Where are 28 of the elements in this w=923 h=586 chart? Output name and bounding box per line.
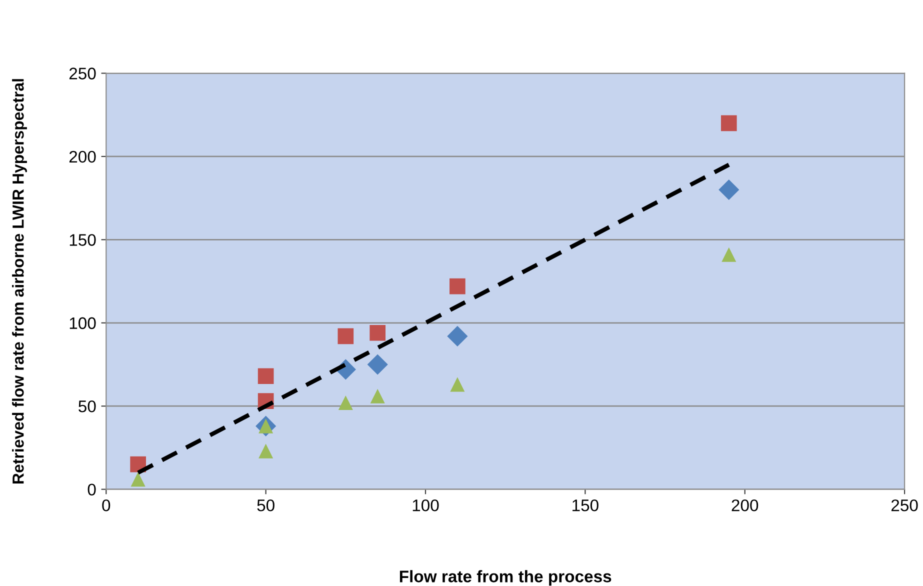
- point: [722, 247, 736, 262]
- x-axis-title: Flow rate from the process: [400, 570, 612, 586]
- y-tick-label: 0: [88, 484, 96, 496]
- y-tick-label: 200: [69, 150, 96, 163]
- point: [338, 328, 354, 344]
- y-tick-label: 50: [78, 400, 96, 412]
- x-tick-label: 150: [572, 499, 598, 512]
- y-tick-label: 250: [69, 68, 96, 80]
- point: [367, 354, 388, 375]
- point: [720, 115, 737, 132]
- y-axis-title: Retrieved flow rate from airborne LWIR Hyperspectral: [12, 79, 27, 484]
- x-tick-label: 0: [102, 499, 110, 512]
- x-tick-label: 200: [732, 499, 758, 512]
- point: [258, 444, 274, 458]
- x-tick-label: 50: [257, 499, 274, 512]
- point: [370, 324, 386, 341]
- x-tick-label: 100: [412, 499, 439, 512]
- point: [130, 472, 146, 487]
- point: [450, 278, 466, 294]
- point: [370, 388, 385, 404]
- x-tick-label: 250: [891, 499, 918, 512]
- point: [447, 326, 468, 346]
- point: [338, 395, 353, 410]
- point: [718, 179, 740, 200]
- point: [450, 377, 465, 392]
- y-tick-label: 100: [70, 317, 96, 330]
- point: [258, 368, 274, 384]
- y-tick-label: 150: [70, 234, 96, 246]
